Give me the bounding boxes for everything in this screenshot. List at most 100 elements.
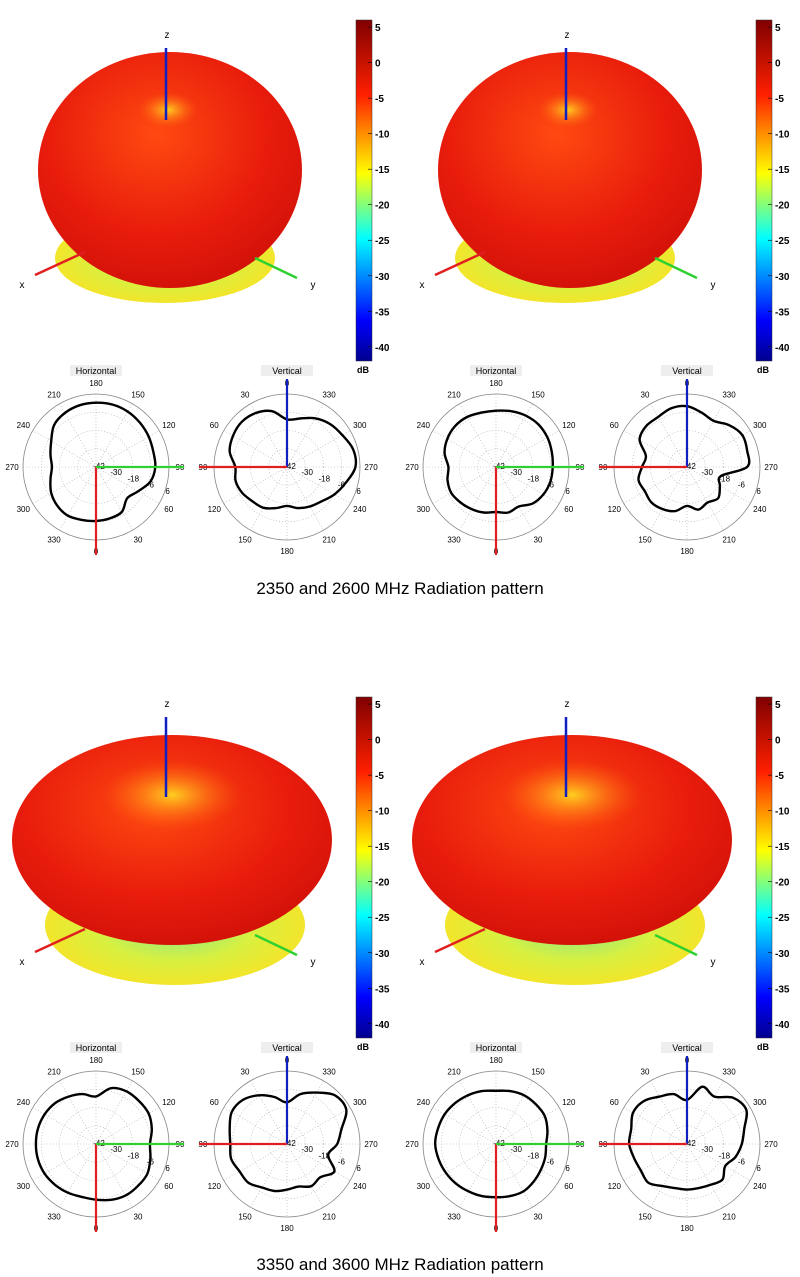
vertical-polar-plot: 0330300270240210180150120906030-42-30-18… xyxy=(199,1042,378,1233)
polar-radial-label: -18 xyxy=(319,1151,331,1160)
polar-radial-label: -18 xyxy=(128,1151,140,1160)
polar-radial-label: -6 xyxy=(338,481,346,490)
polar-angle-label: 150 xyxy=(131,390,145,399)
colorbar-tick-label: -40 xyxy=(775,343,790,354)
colorbar-tick-label: -20 xyxy=(375,878,390,889)
polar-radial-label: -18 xyxy=(319,474,331,483)
polar-radial-label: -6 xyxy=(738,1158,746,1167)
x-axis-label: x xyxy=(20,957,25,968)
polar-angle-label: 330 xyxy=(722,1067,736,1076)
polar-title-bg xyxy=(470,1042,522,1053)
lobe-main xyxy=(12,735,332,945)
polar-angle-label: 60 xyxy=(164,505,173,514)
polar-angle-label: 240 xyxy=(753,505,767,514)
colorbar-tick-label: -35 xyxy=(775,307,790,318)
lobe-main xyxy=(438,52,702,288)
polar-title: Vertical xyxy=(272,366,302,376)
polar-radial-label: -6 xyxy=(547,1158,555,1167)
pattern-curve xyxy=(627,1085,749,1191)
colorbar-tick-label: -10 xyxy=(375,130,390,141)
colorbar-tick-label: -35 xyxy=(375,307,390,318)
colorbar-tick-label: -20 xyxy=(775,201,790,212)
z-axis-label: z xyxy=(565,30,570,41)
polar-angle-label: 60 xyxy=(564,1182,573,1191)
colorbar-tick-label: -40 xyxy=(775,1020,790,1031)
colorbar-gradient xyxy=(355,19,373,362)
polar-radial-label: -30 xyxy=(110,1145,122,1154)
polar-radial-label: -18 xyxy=(719,474,731,483)
polar-angle-label: 30 xyxy=(641,1067,650,1076)
polar-angle-label: 180 xyxy=(89,1056,103,1065)
polar-angle-label: 300 xyxy=(753,1098,767,1107)
colorbar-tick-label: 0 xyxy=(375,736,381,747)
polar-angle-label: 60 xyxy=(210,421,219,430)
colorbar: 5 0 -5 -10 -15 -20 -25 -30 -35 -40 dB xyxy=(355,696,390,1052)
pattern-curve xyxy=(228,409,358,510)
polar-angle-label: 210 xyxy=(47,1067,61,1076)
polar-angle-label: 150 xyxy=(531,390,545,399)
polar-angle-label: 330 xyxy=(722,390,736,399)
polar-angle-label: 30 xyxy=(534,536,543,545)
polar-angle-label: 120 xyxy=(208,505,222,514)
polar-angle-label: 150 xyxy=(638,536,652,545)
polar-angle-label: 60 xyxy=(210,1098,219,1107)
polar-angle-label: 270 xyxy=(764,463,778,472)
colorbar-tick-label: -20 xyxy=(775,878,790,889)
polar-angle-label: 60 xyxy=(610,1098,619,1107)
lobe-dimple xyxy=(102,760,242,830)
x-axis-line xyxy=(34,250,86,277)
polar-radial-label: 6 xyxy=(565,487,570,496)
colorbar-tick-label: -25 xyxy=(775,913,790,924)
caption-top: 2350 and 2600 MHz Radiation pattern xyxy=(256,579,544,598)
colorbar: 5 0 -5 -10 -15 -20 -25 -30 -35 -40 dB xyxy=(755,696,790,1052)
polar-radial-label: -18 xyxy=(528,474,540,483)
polar-angle-label: 210 xyxy=(322,1213,336,1222)
colorbar-unit: dB xyxy=(757,365,769,375)
colorbar-tick-label: -5 xyxy=(375,771,384,782)
polar-title-bg xyxy=(470,365,522,376)
polar-title-bg xyxy=(261,365,313,376)
polar-angle-label: 120 xyxy=(162,421,176,430)
polar-angle-label: 30 xyxy=(534,1213,543,1222)
lobe-dimple xyxy=(138,92,198,128)
polar-angle-label: 330 xyxy=(447,1213,461,1222)
polar-angle-label: 210 xyxy=(447,390,461,399)
colorbar-tick-label: -30 xyxy=(775,949,790,960)
colorbar-tick-label: -25 xyxy=(775,236,790,247)
x-axis-line xyxy=(34,927,86,954)
polar-radial-label: 6 xyxy=(356,1164,361,1173)
polar-angle-label: 120 xyxy=(562,421,576,430)
colorbar-tick-label: 0 xyxy=(775,736,781,747)
colorbar-tick-label: 5 xyxy=(775,700,781,711)
polar-angle-label: 210 xyxy=(722,1213,736,1222)
y-axis-line xyxy=(254,933,298,957)
polar-radial-label: 6 xyxy=(356,487,361,496)
polar-angle-label: 330 xyxy=(47,536,61,545)
polar-angle-label: 60 xyxy=(564,505,573,514)
polar-angle-label: 330 xyxy=(322,390,336,399)
polar-angle-label: 150 xyxy=(638,1213,652,1222)
polar-angle-label: 240 xyxy=(753,1182,767,1191)
polar-angle-label: 270 xyxy=(364,463,378,472)
polar-angle-label: 180 xyxy=(489,379,503,388)
colorbar-tick-label: -15 xyxy=(775,842,790,853)
polar-radial-label: -42 xyxy=(684,462,696,471)
y-axis-label: y xyxy=(311,957,316,968)
polar-radial-label: -6 xyxy=(147,481,155,490)
polar-radial-label: -18 xyxy=(719,1151,731,1160)
polar-radial-label: -6 xyxy=(338,1158,346,1167)
colorbar-gradient xyxy=(755,696,773,1039)
colorbar-unit: dB xyxy=(757,1042,769,1052)
colorbar-tick-label: -15 xyxy=(775,165,790,176)
polar-angle-label: 300 xyxy=(417,505,431,514)
polar-angle-label: 270 xyxy=(764,1140,778,1149)
z-axis-label: z xyxy=(565,699,570,710)
colorbar-tick-label: 5 xyxy=(375,700,381,711)
colorbar-unit: dB xyxy=(357,1042,369,1052)
colorbar-tick-label: -15 xyxy=(375,842,390,853)
y-axis-line xyxy=(654,256,698,280)
pattern-curve xyxy=(637,404,751,513)
polar-angle-label: 30 xyxy=(241,390,250,399)
polar-radial-label: 6 xyxy=(565,1164,570,1173)
colorbar-tick-label: -5 xyxy=(375,94,384,105)
